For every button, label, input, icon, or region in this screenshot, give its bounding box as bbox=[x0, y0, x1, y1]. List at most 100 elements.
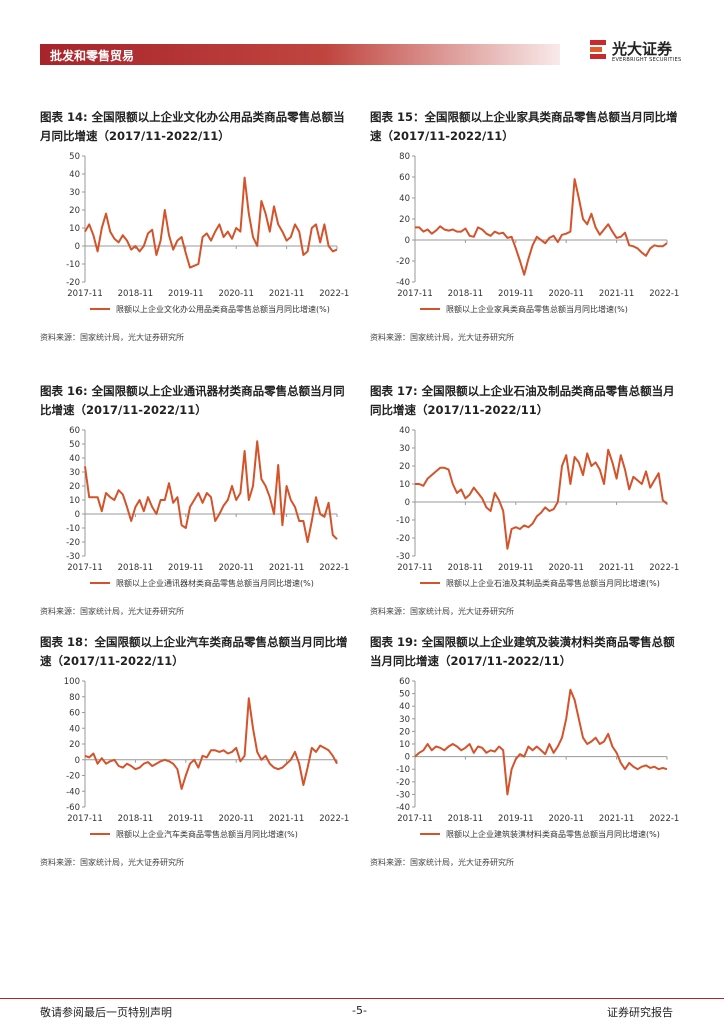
x-tick-label: 2021-11 bbox=[599, 814, 635, 824]
footer-left: 敬请参阅最后一页特别声明 bbox=[40, 1006, 172, 1019]
x-tick-label: 2021-11 bbox=[269, 289, 305, 299]
x-tick-label: 2017-11 bbox=[397, 814, 433, 824]
x-tick-label: 2018-11 bbox=[448, 563, 484, 573]
x-tick-label: 2021-11 bbox=[269, 563, 305, 573]
chart-title: 图表 17: 全国限额以上企业石油及制品类商品零售总额当月同比增速（2017/1… bbox=[370, 384, 675, 417]
legend: 限额以上企业汽车类商品零售总额当月同比增速(%) bbox=[88, 829, 343, 840]
y-tick-label: 100 bbox=[64, 677, 80, 687]
y-tick-label: 0 bbox=[75, 510, 80, 520]
y-tick-label: -20 bbox=[396, 778, 410, 788]
y-tick-label: -10 bbox=[396, 765, 410, 775]
x-tick-label: 2022-11 bbox=[649, 289, 680, 299]
x-tick-label: 2019-11 bbox=[168, 814, 204, 824]
x-tick-label: 2019-11 bbox=[168, 289, 204, 299]
chart-title: 图表 19: 全国限额以上企业建筑及装潢材料类商品零售总额当月同比增速（2017… bbox=[370, 635, 675, 668]
y-tick-label: 20 bbox=[399, 727, 410, 737]
source: 资料来源：国家统计局，光大证券研究所 bbox=[370, 333, 514, 342]
x-tick-label: 2017-11 bbox=[67, 814, 103, 824]
y-tick-label: -20 bbox=[66, 772, 80, 782]
legend-swatch bbox=[90, 833, 110, 835]
source: 资料来源：国家统计局，光大证券研究所 bbox=[370, 607, 514, 616]
y-tick-label: 10 bbox=[69, 496, 80, 506]
section-title: 批发和零售贸易 bbox=[50, 49, 135, 63]
y-tick-label: -20 bbox=[66, 278, 80, 288]
y-tick-label: 40 bbox=[399, 702, 410, 712]
y-tick-label: 20 bbox=[69, 206, 80, 216]
y-tick-label: 20 bbox=[399, 215, 410, 225]
x-tick-label: 2018-11 bbox=[448, 814, 484, 824]
footer-right: 证券研究报告 bbox=[607, 1006, 673, 1019]
legend-label: 限额以上企业建筑装潢材料类商品零售总额当月同比增速(%) bbox=[446, 830, 660, 839]
y-tick-label: 50 bbox=[69, 152, 80, 162]
chart-block: 图表 14: 全国限额以上企业文化办公用品类商品零售总额当月同比增速（2017/… bbox=[40, 108, 352, 358]
chart-block: 图表 17: 全国限额以上企业石油及制品类商品零售总额当月同比增速（2017/1… bbox=[370, 382, 682, 632]
y-tick-label: 50 bbox=[69, 440, 80, 450]
y-tick-label: -30 bbox=[396, 790, 410, 800]
x-tick-label: 2022-11 bbox=[319, 289, 350, 299]
legend: 限额以上企业通讯器材类商品零售总额当月同比增速(%) bbox=[88, 578, 343, 589]
y-tick-label: 30 bbox=[399, 715, 410, 725]
logo-icon bbox=[590, 40, 606, 59]
legend: 限额以上企业家具类商品零售总额当月同比增速(%) bbox=[418, 304, 673, 315]
x-tick-label: 2018-11 bbox=[118, 563, 154, 573]
logo-text: 光大证券 bbox=[612, 40, 673, 58]
series-line bbox=[415, 448, 668, 550]
x-tick-label: 2020-11 bbox=[548, 289, 584, 299]
source: 资料来源：国家统计局，光大证券研究所 bbox=[40, 333, 184, 342]
logo-bar bbox=[590, 47, 602, 52]
y-tick-label: -10 bbox=[396, 516, 410, 526]
chart: -30 -20 -10 0 10 20 30 40 50 60 2017-11 2018-11 2019… bbox=[66, 426, 350, 573]
y-tick-label: -30 bbox=[396, 552, 410, 562]
x-tick-label: 2019-11 bbox=[168, 563, 204, 573]
source: 资料来源：国家统计局，光大证券研究所 bbox=[40, 858, 184, 867]
y-tick-label: 30 bbox=[69, 468, 80, 478]
series-line bbox=[414, 688, 668, 796]
legend: 限额以上企业石油及其制品类商品零售总额当月同比增速(%) bbox=[418, 578, 673, 589]
chart: -40 -30 -20 -10 0 10 20 30 40 50 60 2017-11 2018-11 2… bbox=[396, 677, 680, 824]
legend-label: 限额以上企业通讯器材类商品零售总额当月同比增速(%) bbox=[116, 579, 314, 588]
y-tick-label: 10 bbox=[399, 480, 410, 490]
x-tick-label: 2019-11 bbox=[498, 814, 534, 824]
legend-swatch bbox=[90, 582, 110, 584]
y-tick-label: 10 bbox=[399, 740, 410, 750]
series-line bbox=[84, 440, 338, 543]
x-tick-label: 2018-11 bbox=[118, 814, 154, 824]
chart-title: 图表 18：全国限额以上企业汽车类商品零售总额当月同比增速（2017/11-20… bbox=[40, 635, 348, 668]
x-tick-label: 2020-11 bbox=[218, 563, 254, 573]
legend: 限额以上企业建筑装潢材料类商品零售总额当月同比增速(%) bbox=[418, 829, 673, 840]
y-tick-label: -40 bbox=[66, 787, 80, 797]
y-tick-label: 50 bbox=[399, 690, 410, 700]
y-tick-label: 40 bbox=[69, 454, 80, 464]
x-tick-label: 2022-11 bbox=[649, 814, 680, 824]
source: 资料来源：国家统计局，光大证券研究所 bbox=[370, 858, 514, 867]
x-tick-label: 2018-11 bbox=[118, 289, 154, 299]
x-tick-label: 2020-11 bbox=[548, 814, 584, 824]
x-tick-label: 2020-11 bbox=[218, 289, 254, 299]
y-tick-label: -10 bbox=[66, 260, 80, 270]
legend-label: 限额以上企业文化办公用品类商品零售总额当月同比增速(%) bbox=[116, 305, 330, 314]
logo-bar bbox=[590, 54, 606, 59]
legend-label: 限额以上企业石油及其制品类商品零售总额当月同比增速(%) bbox=[446, 579, 660, 588]
chart: -40 -20 0 20 40 60 80 2017-11 2018-11 2019-11 2020… bbox=[396, 152, 680, 299]
x-tick-label: 2021-11 bbox=[269, 814, 305, 824]
y-tick-label: 10 bbox=[69, 224, 80, 234]
y-tick-label: 80 bbox=[399, 152, 410, 162]
series-line bbox=[415, 178, 668, 276]
series-line bbox=[84, 697, 338, 790]
chart: -30 -20 -10 0 10 20 30 40 2017-11 2018-11 2019-11 2… bbox=[396, 426, 680, 573]
y-tick-label: 60 bbox=[69, 426, 80, 436]
header-band bbox=[40, 44, 560, 65]
legend-swatch bbox=[420, 582, 440, 584]
y-tick-label: 0 bbox=[405, 236, 410, 246]
logo-subtext: EVERBRIGHT SECURITIES bbox=[612, 57, 682, 63]
series-line bbox=[84, 176, 338, 269]
y-tick-label: 60 bbox=[399, 173, 410, 183]
y-tick-label: -10 bbox=[66, 524, 80, 534]
y-tick-label: -20 bbox=[66, 538, 80, 548]
x-tick-label: 2021-11 bbox=[599, 289, 635, 299]
y-tick-label: -20 bbox=[396, 534, 410, 544]
y-tick-label: 60 bbox=[69, 709, 80, 719]
x-tick-label: 2019-11 bbox=[498, 563, 534, 573]
y-tick-label: -60 bbox=[66, 803, 80, 813]
